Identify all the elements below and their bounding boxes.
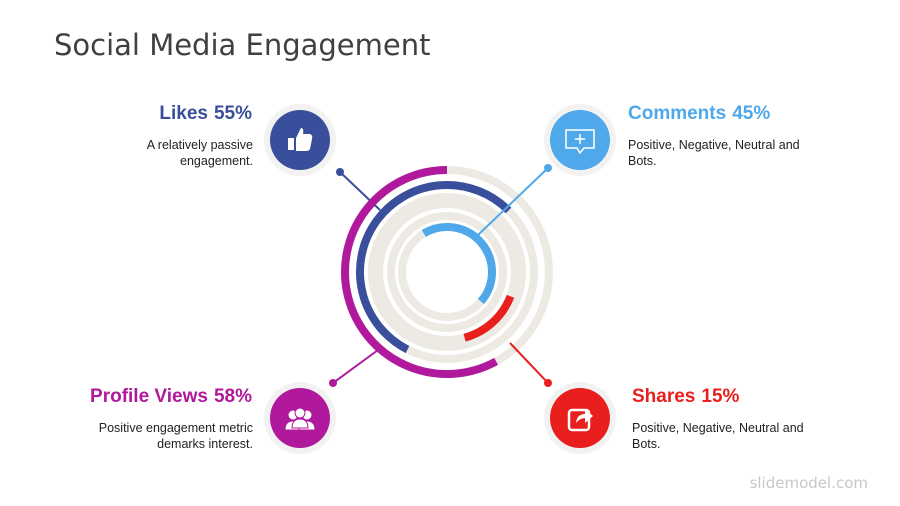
ring-arc bbox=[341, 166, 499, 378]
icon-glyph bbox=[576, 409, 593, 423]
value-label: 55% bbox=[213, 103, 252, 124]
description: Positive, Negative, Neutral and Bots. bbox=[628, 138, 800, 168]
category-name: Likes bbox=[159, 103, 208, 124]
value-label: 45% bbox=[732, 103, 771, 124]
connector-dot bbox=[329, 379, 337, 387]
heading: Comments 45% bbox=[628, 103, 770, 125]
icon-glyph bbox=[288, 138, 294, 150]
icon bbox=[544, 382, 616, 454]
ring-arc bbox=[356, 181, 512, 354]
connector bbox=[477, 167, 549, 236]
ring-arc bbox=[463, 294, 515, 342]
category-name: Comments bbox=[628, 103, 727, 124]
icon-glyph bbox=[565, 129, 595, 155]
heading: Profile Views 58% bbox=[90, 386, 252, 408]
icon-glyph bbox=[294, 407, 306, 419]
watermark: slidemodel.com bbox=[749, 474, 868, 492]
connector-dot bbox=[336, 168, 344, 176]
description: Positive engagement metric demarks inter… bbox=[98, 421, 253, 451]
connector bbox=[332, 349, 379, 384]
connector-dot bbox=[544, 379, 552, 387]
icon-glyph bbox=[296, 128, 313, 151]
description: Positive, Negative, Neutral and Bots. bbox=[632, 421, 804, 451]
category-name: Profile Views bbox=[90, 386, 208, 407]
heading: Shares 15% bbox=[632, 386, 739, 408]
ring-track bbox=[368, 193, 526, 351]
icon bbox=[544, 104, 616, 176]
value-label: 58% bbox=[213, 386, 252, 407]
ring-track bbox=[387, 212, 507, 332]
icon-glyph bbox=[291, 418, 309, 429]
connector bbox=[509, 342, 549, 384]
value-label: 15% bbox=[701, 386, 740, 407]
connector-dot bbox=[544, 164, 552, 172]
icon bbox=[264, 104, 336, 176]
icon-glyph bbox=[575, 134, 585, 144]
icon bbox=[264, 382, 336, 454]
ring-arc bbox=[421, 223, 496, 305]
category-name: Shares bbox=[632, 386, 696, 407]
icon-glyph bbox=[567, 408, 591, 432]
slide-title: Social Media Engagement bbox=[54, 28, 431, 62]
description: A relatively passive engagement. bbox=[146, 138, 253, 168]
ring-track bbox=[375, 200, 519, 344]
heading: Likes 55% bbox=[159, 103, 252, 125]
